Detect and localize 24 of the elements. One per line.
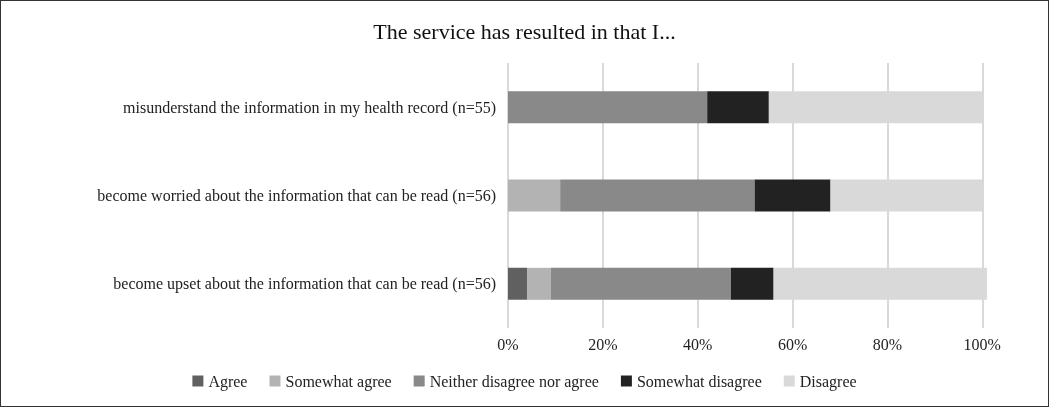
bar	[508, 179, 561, 212]
chart-title: The service has resulted in that I...	[373, 18, 676, 44]
legend-label: Somewhat agree	[285, 372, 392, 391]
y-tick-label: become worried about the information that can be read (n=56)	[97, 187, 496, 205]
y-tick-label: become upset about the information that can be read (n=56)	[113, 275, 496, 294]
bar	[508, 267, 527, 300]
legend-label: Disagree	[799, 372, 857, 391]
x-tick-label: 60%	[777, 335, 808, 353]
bar	[550, 267, 731, 300]
legend-label: Neither disagree nor agree	[429, 372, 599, 391]
bar	[754, 179, 831, 212]
x-tick-label: 20%	[588, 335, 618, 353]
bar	[560, 179, 755, 212]
x-tick-label: 80%	[872, 335, 903, 353]
y-tick-label: misunderstand the information in my health record (n=55)	[123, 98, 496, 117]
x-tick-label: 0%	[497, 335, 519, 353]
bar	[526, 267, 551, 300]
legend-label: Agree	[208, 372, 248, 391]
legend-label: Somewhat disagree	[636, 372, 762, 391]
x-tick-label: 100%	[963, 335, 1001, 353]
bar	[508, 91, 708, 124]
bar	[707, 91, 769, 124]
x-tick-label: 40%	[683, 335, 713, 353]
bar	[730, 267, 774, 300]
